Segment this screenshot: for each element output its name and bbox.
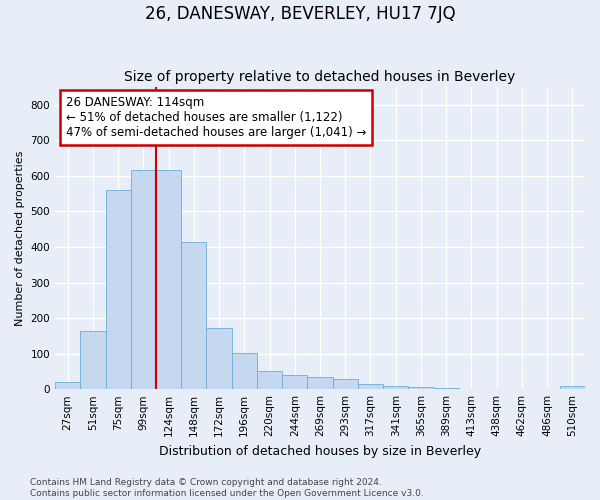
- Bar: [106, 190, 131, 389]
- Bar: [156, 170, 181, 389]
- Bar: [358, 384, 383, 389]
- Bar: [307, 376, 332, 389]
- Text: 26, DANESWAY, BEVERLEY, HU17 7JQ: 26, DANESWAY, BEVERLEY, HU17 7JQ: [145, 5, 455, 23]
- Bar: [332, 379, 358, 389]
- Bar: [434, 388, 459, 389]
- Bar: [55, 382, 80, 389]
- Bar: [383, 386, 409, 389]
- Bar: [206, 328, 232, 389]
- Y-axis label: Number of detached properties: Number of detached properties: [15, 150, 25, 326]
- Bar: [232, 354, 257, 389]
- Bar: [257, 370, 282, 389]
- Text: Contains HM Land Registry data © Crown copyright and database right 2024.
Contai: Contains HM Land Registry data © Crown c…: [30, 478, 424, 498]
- Text: 26 DANESWAY: 114sqm
← 51% of detached houses are smaller (1,122)
47% of semi-det: 26 DANESWAY: 114sqm ← 51% of detached ho…: [65, 96, 366, 139]
- Bar: [181, 242, 206, 389]
- Bar: [560, 386, 585, 389]
- Bar: [80, 330, 106, 389]
- X-axis label: Distribution of detached houses by size in Beverley: Distribution of detached houses by size …: [159, 444, 481, 458]
- Bar: [409, 388, 434, 389]
- Bar: [282, 374, 307, 389]
- Bar: [131, 170, 156, 389]
- Title: Size of property relative to detached houses in Beverley: Size of property relative to detached ho…: [124, 70, 515, 85]
